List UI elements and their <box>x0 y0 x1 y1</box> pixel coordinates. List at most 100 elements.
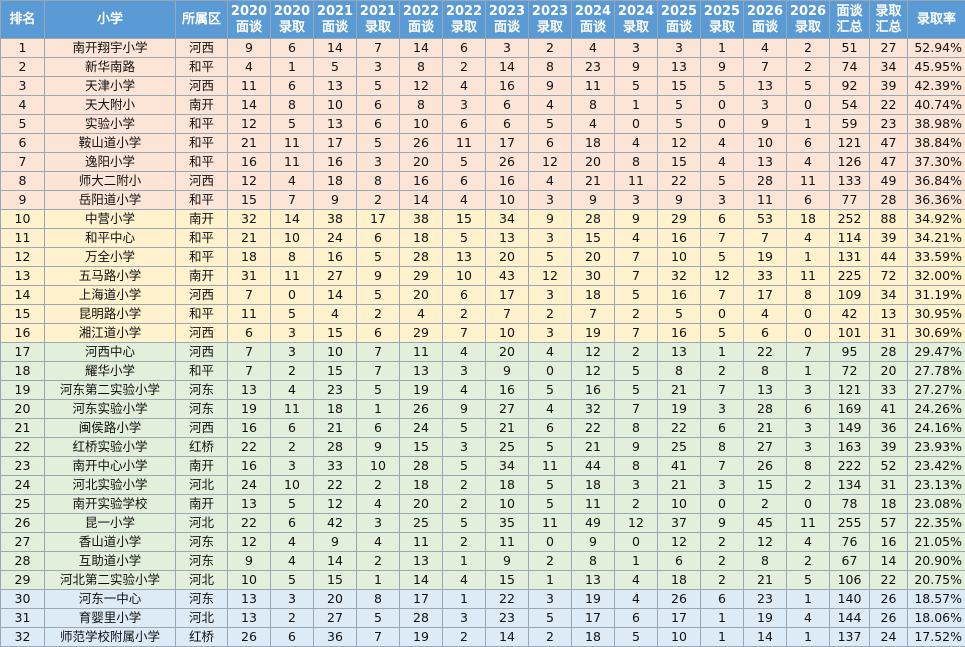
value-cell: 4 <box>614 228 658 248</box>
district-cell: 河东 <box>175 399 228 419</box>
value-cell: 1 <box>700 627 744 647</box>
header-cell: 面谈 汇总 <box>829 0 870 39</box>
value-cell: 5 <box>700 323 744 343</box>
district-cell: 红桥 <box>175 437 228 457</box>
header-row: 排名 小学 所属区 2020 面谈 2020 录取 2021 面谈 2021 录取 2022 面谈 202… <box>0 0 965 39</box>
value-cell: 9 <box>614 209 658 229</box>
value-cell: 3 <box>270 589 314 609</box>
value-cell: 4 <box>528 399 572 419</box>
school-cell: 岳阳道小学 <box>44 190 176 210</box>
value-cell: 20 <box>485 247 529 267</box>
value-cell: 36 <box>313 627 357 647</box>
value-cell: 134 <box>829 475 870 495</box>
value-cell: 36.84% <box>907 171 965 191</box>
value-cell: 22 <box>657 171 701 191</box>
value-cell: 26 <box>399 399 443 419</box>
table-row: 4 天大附小 南开 14 8 10 6 8 3 6 4 8 1 5 0 3 0 54 22 40.74% <box>0 95 965 115</box>
value-cell: 4 <box>270 380 314 400</box>
value-cell: 5 <box>356 247 400 267</box>
header-text: 录取 <box>708 19 735 35</box>
table-row: 25 南开实验学校 南开 13 5 12 4 20 2 10 5 11 2 10 0 2 0 78 18 23.08% <box>0 494 965 514</box>
value-cell: 37 <box>657 513 701 533</box>
value-cell: 39 <box>869 228 908 248</box>
value-cell: 6 <box>786 399 830 419</box>
value-cell: 26 <box>485 152 529 172</box>
header-text: 汇总 <box>875 19 902 35</box>
value-cell: 24 <box>0 475 45 495</box>
value-cell: 22 <box>227 437 271 457</box>
value-cell: 8 <box>700 437 744 457</box>
value-cell: 12 <box>657 133 701 153</box>
value-cell: 2 <box>700 532 744 552</box>
table-row: 24 河北实验小学 河北 24 10 22 2 18 2 18 5 18 3 21 3 15 2 134 31 23.… <box>0 475 965 495</box>
value-cell: 13 <box>313 114 357 134</box>
value-cell: 1 <box>700 342 744 362</box>
value-cell: 149 <box>829 418 870 438</box>
table-row: 3 天津小学 河西 11 6 13 5 12 4 16 9 11 5 15 5 13 5 92 39 42.39% <box>0 76 965 96</box>
value-cell: 27 <box>313 266 357 286</box>
value-cell: 6 <box>270 38 314 58</box>
district-cell: 和平 <box>175 57 228 77</box>
value-cell: 4 <box>571 38 615 58</box>
value-cell: 53 <box>743 209 787 229</box>
value-cell: 20 <box>399 494 443 514</box>
header-cell: 2021 录取 <box>356 0 400 39</box>
value-cell: 20 <box>0 399 45 419</box>
value-cell: 19 <box>657 399 701 419</box>
value-cell: 2 <box>743 494 787 514</box>
header-cell: 2020 面谈 <box>227 0 271 39</box>
header-cell: 2021 面谈 <box>313 0 357 39</box>
value-cell: 30 <box>0 589 45 609</box>
value-cell: 16 <box>485 380 529 400</box>
header-text: 2020 <box>273 3 311 19</box>
value-cell: 11 <box>786 171 830 191</box>
value-cell: 8 <box>786 285 830 305</box>
value-cell: 10 <box>227 570 271 590</box>
value-cell: 5 <box>786 570 830 590</box>
value-cell: 7 <box>571 304 615 324</box>
value-cell: 255 <box>829 513 870 533</box>
value-cell: 11 <box>227 304 271 324</box>
header-cell: 录取 汇总 <box>869 0 908 39</box>
value-cell: 52.94% <box>907 38 965 58</box>
value-cell: 8 <box>657 361 701 381</box>
value-cell: 18 <box>0 361 45 381</box>
value-cell: 9 <box>743 114 787 134</box>
value-cell: 22 <box>571 418 615 438</box>
school-cell: 河东一中心 <box>44 589 176 609</box>
table-row: 29 河北第二实验小学 河北 10 5 15 1 14 4 15 1 13 4 18 2 21 5 106 22 20… <box>0 570 965 590</box>
value-cell: 22 <box>657 418 701 438</box>
value-cell: 2 <box>614 494 658 514</box>
value-cell: 35 <box>485 513 529 533</box>
value-cell: 101 <box>829 323 870 343</box>
school-cell: 逸阳小学 <box>44 152 176 172</box>
school-cell: 昆一小学 <box>44 513 176 533</box>
value-cell: 33 <box>313 456 357 476</box>
value-cell: 28 <box>399 247 443 267</box>
value-cell: 6 <box>270 418 314 438</box>
value-cell: 11 <box>786 513 830 533</box>
value-cell: 13 <box>0 266 45 286</box>
value-cell: 5 <box>356 285 400 305</box>
value-cell: 5 <box>528 494 572 514</box>
value-cell: 23 <box>0 456 45 476</box>
value-cell: 4 <box>270 551 314 571</box>
value-cell: 5 <box>528 247 572 267</box>
value-cell: 3 <box>614 38 658 58</box>
value-cell: 14 <box>485 57 529 77</box>
value-cell: 3 <box>657 38 701 58</box>
district-cell: 河西 <box>175 418 228 438</box>
value-cell: 17 <box>571 608 615 628</box>
header-text: 2025 <box>703 3 741 19</box>
value-cell: 38 <box>313 209 357 229</box>
value-cell: 9 <box>657 190 701 210</box>
value-cell: 40.74% <box>907 95 965 115</box>
value-cell: 25 <box>0 494 45 514</box>
value-cell: 18 <box>571 285 615 305</box>
value-cell: 27 <box>485 399 529 419</box>
value-cell: 20 <box>399 285 443 305</box>
value-cell: 18.57% <box>907 589 965 609</box>
value-cell: 23 <box>485 608 529 628</box>
value-cell: 39 <box>869 437 908 457</box>
value-cell: 5 <box>528 475 572 495</box>
